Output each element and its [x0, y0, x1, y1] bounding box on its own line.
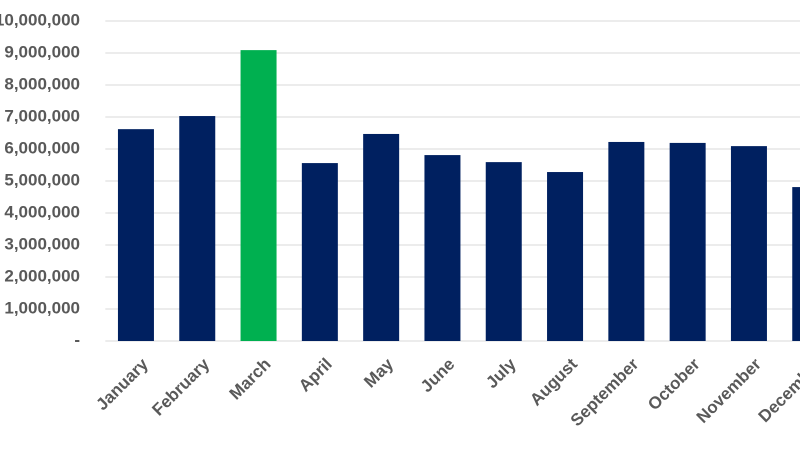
x-tick-label: November — [693, 354, 765, 426]
y-tick-label: 1,000,000 — [4, 298, 80, 317]
y-tick-label: 4,000,000 — [4, 202, 80, 221]
x-tick-label: May — [360, 354, 397, 391]
bar — [301, 163, 338, 341]
x-tick-label: March — [226, 355, 275, 404]
y-tick-label: 10,000,000 — [0, 10, 80, 29]
bar — [730, 146, 767, 341]
bar — [240, 50, 277, 342]
x-tick-label: April — [295, 355, 336, 396]
bar — [485, 162, 522, 341]
bar — [179, 116, 216, 341]
x-tick-label: October — [644, 354, 704, 414]
y-tick-label: 7,000,000 — [4, 106, 80, 125]
bar — [669, 142, 706, 341]
bar — [424, 155, 461, 341]
y-tick-label: 6,000,000 — [4, 138, 80, 157]
y-tick-label: 5,000,000 — [4, 170, 80, 189]
y-tick-label: - — [74, 330, 80, 349]
bar — [547, 172, 584, 341]
x-tick-label: August — [526, 354, 581, 409]
y-tick-label: 3,000,000 — [4, 234, 80, 253]
bar — [792, 187, 800, 341]
y-tick-label: 8,000,000 — [4, 74, 80, 93]
bar — [608, 141, 645, 341]
x-tick-label: January — [92, 354, 152, 414]
x-tick-label: February — [148, 354, 213, 419]
bar — [117, 129, 154, 341]
y-tick-label: 9,000,000 — [4, 42, 80, 61]
bar — [363, 133, 400, 341]
x-tick-label: July — [482, 354, 520, 392]
y-tick-label: 2,000,000 — [4, 266, 80, 285]
x-tick-label: June — [417, 355, 458, 396]
